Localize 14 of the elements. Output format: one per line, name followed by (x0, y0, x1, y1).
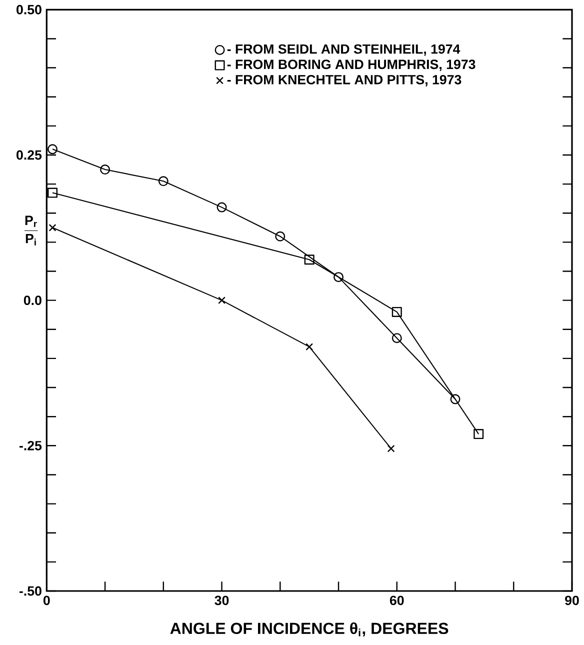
legend-label: - FROM BORING AND HUMPHRIS, 1973 (227, 60, 476, 72)
legend-label: - FROM SEIDL AND STEINHEIL, 1974 (227, 44, 460, 56)
y-tick-label: -.50 (20, 586, 42, 596)
x-axis-title: ANGLE OF INCIDENCE θ$_{i}$, DEGREES (170, 622, 448, 636)
x-tick-label: 90 (565, 596, 579, 606)
y-axis-title: $\frac{\mathbf{P_r}}{\mathbf{P_i}}$ (24, 216, 38, 246)
legend-label: - FROM KNECHTEL AND PITTS, 1973 (227, 74, 462, 86)
y-tick-label: 0.0 (24, 296, 42, 306)
y-tick-label: 0.50 (16, 4, 42, 14)
x-tick-label: 30 (214, 596, 229, 606)
x-tick-label: 0 (44, 596, 50, 606)
y-tick-label: -.25 (20, 440, 42, 450)
y-tick-label: 0.25 (16, 150, 42, 160)
x-tick-label: 60 (390, 596, 404, 606)
